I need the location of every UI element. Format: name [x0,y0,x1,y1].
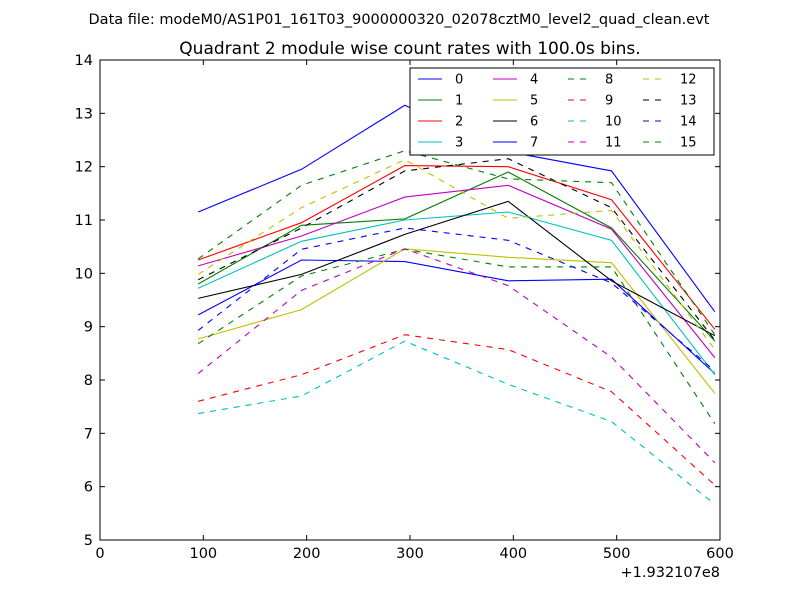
x-offset-label: +1.932107e8 [621,565,720,581]
chart-title: Quadrant 2 module wise count rates with … [179,39,640,59]
legend-label-4: 4 [530,73,538,88]
legend-label-14: 14 [680,115,697,130]
y-tick-label: 11 [75,213,93,229]
legend-label-6: 6 [530,115,538,130]
legend-label-2: 2 [455,115,463,130]
legend-label-9: 9 [605,94,613,109]
legend-label-11: 11 [605,136,622,151]
legend-frame [409,67,715,156]
legend-label-7: 7 [530,136,538,151]
legend-label-3: 3 [455,136,463,151]
series-line-2 [198,165,716,330]
series-line-6 [198,200,716,337]
legend-label-12: 12 [680,73,697,88]
y-tick-label: 14 [75,53,93,69]
series-line-1 [197,171,716,342]
series-line-10 [198,340,716,505]
series-line-3 [197,211,716,376]
legend-label-10: 10 [605,115,622,130]
x-tick-label: 0 [95,546,104,562]
series-line-15 [197,150,716,336]
series-line-8 [197,248,716,425]
legend-label-1: 1 [455,94,463,109]
series-line-9 [198,334,716,486]
y-tick-label: 5 [84,533,93,549]
y-tick-label: 9 [84,320,93,336]
series-line-0 [197,259,716,375]
y-tick-label: 12 [75,160,93,176]
y-tick-label: 10 [75,266,93,282]
y-tick-label: 8 [84,373,93,389]
series-line-11 [197,248,716,464]
x-tick-label: 100 [189,546,217,562]
y-tick-label: 7 [84,426,93,442]
x-tick-label: 500 [603,546,631,562]
x-tick-label: 400 [499,546,527,562]
x-tick-label: 600 [706,546,734,562]
legend-label-15: 15 [680,136,697,151]
y-tick-label: 6 [84,480,93,496]
figure-suptitle: Data file: modeM0/AS1P01_161T03_90000003… [89,12,710,28]
legend-label-0: 0 [455,73,463,88]
x-tick-label: 300 [396,546,424,562]
series-line-4 [198,184,716,358]
legend-label-5: 5 [530,94,538,109]
series-line-14 [197,227,716,372]
series-line-5 [198,248,716,394]
series-line-13 [197,158,716,341]
series-layer [197,104,716,505]
x-tick-label: 200 [293,546,321,562]
legend-label-13: 13 [680,94,697,109]
legend-label-8: 8 [605,73,613,88]
y-tick-label: 13 [75,106,93,122]
